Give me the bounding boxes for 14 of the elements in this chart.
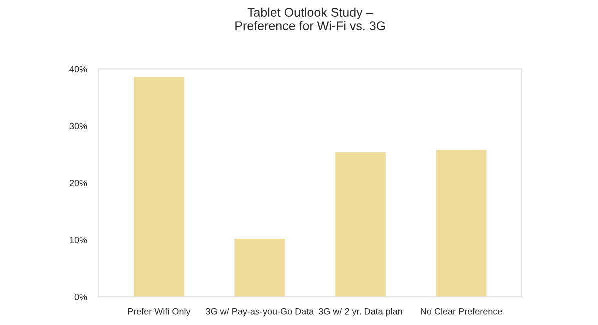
y-tick-label: 10% bbox=[70, 237, 88, 244]
bar bbox=[336, 152, 386, 298]
bar bbox=[436, 150, 487, 298]
bar bbox=[134, 77, 184, 298]
x-tick-label: 3G w/ Pay-as-you-Go Data bbox=[206, 308, 314, 317]
y-tick-label: 0% bbox=[74, 294, 88, 300]
x-tick-label: No Clear Preference bbox=[421, 308, 502, 315]
chart-title: Tablet Outlook Study – Preference for Wi-Fi vs. 3G bbox=[236, 8, 386, 30]
y-tick-label: 40% bbox=[70, 66, 88, 73]
y-tick-label: 20% bbox=[70, 180, 88, 186]
x-tick-label: Prefer Wifi Only bbox=[128, 308, 191, 317]
x-tick-label: 3G w/ 2 yr. Data plan bbox=[318, 308, 402, 317]
y-tick-label: 30% bbox=[70, 123, 88, 130]
bar bbox=[234, 238, 286, 298]
